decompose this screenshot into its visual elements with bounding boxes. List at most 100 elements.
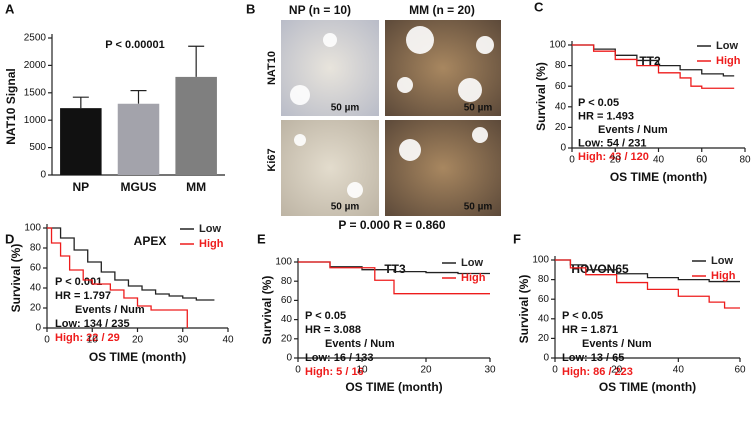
x-tick-label: 20 [420, 365, 432, 376]
x-axis-label: OS TIME (month) [599, 380, 696, 394]
x-tick-label: 0 [569, 155, 575, 166]
y-tick-label: 20 [538, 333, 550, 344]
y-tick-label: 0 [543, 353, 549, 364]
survival-curve [555, 259, 740, 309]
x-axis-label: OS TIME (month) [89, 350, 186, 364]
annotation: Events / Num [598, 124, 668, 136]
y-tick-label: 1500 [24, 87, 47, 98]
y-tick-label: 60 [30, 263, 42, 274]
annotation: P < 0.001 [55, 276, 102, 288]
y-tick-label: 0 [40, 170, 46, 181]
annotation: Events / Num [75, 304, 145, 316]
x-tick-label: 30 [177, 335, 189, 346]
annotation: Low: 134 / 235 [55, 318, 130, 330]
survival-curve [298, 261, 490, 295]
y-axis-label: Survival (%) [9, 244, 23, 313]
x-tick-label: 80 [739, 155, 751, 166]
bar [60, 108, 102, 175]
annotation: Events / Num [582, 338, 652, 350]
annotation: HR = 1.493 [578, 110, 634, 122]
y-tick-label: 100 [24, 223, 41, 234]
annotation: Low: 54 / 231 [578, 137, 646, 149]
annotation: High: 86 / 223 [562, 366, 633, 378]
column-header: NP (n = 10) [289, 3, 351, 17]
legend-label: Low [711, 255, 733, 267]
annotation: High: 5 / 16 [305, 366, 364, 378]
y-tick-label: 20 [281, 333, 293, 344]
y-tick-label: 100 [549, 40, 566, 51]
y-tick-label: 100 [275, 257, 292, 268]
y-tick-label: 60 [555, 81, 567, 92]
survival-curve [555, 259, 740, 283]
scale-bar-label: 50 µm [464, 202, 493, 213]
y-tick-label: 80 [538, 274, 550, 285]
annotation: P < 0.05 [562, 310, 603, 322]
y-axis-label: Survival (%) [517, 275, 531, 344]
survival-curve [47, 227, 215, 301]
x-tick-label: 30 [484, 365, 496, 376]
x-tick-label: 0 [295, 365, 301, 376]
legend-label: Low [199, 223, 221, 235]
y-tick-label: 2000 [24, 60, 47, 71]
panel-label: D [5, 231, 14, 246]
annotation: HR = 3.088 [305, 324, 361, 336]
bar [117, 103, 160, 175]
micrograph [385, 20, 501, 116]
y-tick-label: 60 [538, 294, 550, 305]
x-axis-label: OS TIME (month) [610, 170, 707, 184]
y-tick-label: 40 [30, 283, 42, 294]
y-tick-label: 80 [281, 276, 293, 287]
y-tick-label: 100 [532, 255, 549, 266]
y-tick-label: 2500 [24, 33, 47, 44]
annotation: High: 43 / 120 [578, 151, 649, 163]
scale-bar-label: 50 µm [331, 103, 360, 114]
annotation: HR = 1.797 [55, 290, 111, 302]
annotation: Low: 13 / 65 [562, 352, 624, 364]
y-tick-label: 80 [30, 243, 42, 254]
x-tick-label: 40 [653, 155, 665, 166]
panel-label: A [5, 1, 15, 16]
x-tick-label: 40 [673, 365, 685, 376]
y-axis-label: Survival (%) [260, 276, 274, 345]
legend-label: High [711, 270, 736, 282]
annotation: HR = 1.871 [562, 324, 618, 336]
panel-label: B [246, 1, 255, 16]
legend-label: High [199, 238, 224, 250]
row-label: Ki67 [266, 148, 278, 171]
x-tick-label: 60 [734, 365, 746, 376]
y-tick-label: 0 [286, 353, 292, 364]
annotation: Events / Num [325, 338, 395, 350]
survival-curve [47, 227, 188, 328]
annotation: Low: 16 / 133 [305, 352, 373, 364]
bar [175, 76, 217, 175]
x-tick-label: NP [72, 180, 89, 194]
panel-b: B NP (n = 10) MM (n = 20) NAT10 Ki67 50 … [246, 1, 501, 232]
panel-label: E [257, 231, 266, 246]
legend-label: High [461, 272, 486, 284]
y-tick-label: 80 [555, 60, 567, 71]
annotation: High: 22 / 29 [55, 332, 120, 344]
x-tick-label: 10 [87, 335, 99, 346]
x-axis-label: OS TIME (month) [345, 380, 442, 394]
x-tick-label: 0 [44, 335, 50, 346]
x-tick-label: 20 [132, 335, 144, 346]
scale-bar-label: 50 µm [464, 103, 493, 114]
legend-label: Low [461, 257, 483, 269]
y-tick-label: 40 [555, 101, 567, 112]
panel-label: C [534, 0, 544, 14]
y-axis-label: NAT10 Signal [4, 68, 18, 144]
y-tick-label: 500 [29, 142, 46, 153]
x-tick-label: 40 [222, 335, 234, 346]
y-tick-label: 0 [560, 143, 566, 154]
x-tick-label: 20 [610, 155, 622, 166]
annotation: P < 0.05 [305, 310, 346, 322]
y-tick-label: 20 [555, 122, 567, 133]
legend-label: Low [716, 40, 738, 52]
y-tick-label: 40 [281, 314, 293, 325]
y-tick-label: 60 [281, 295, 293, 306]
y-tick-label: 20 [30, 303, 42, 314]
x-tick-label: MGUS [121, 180, 157, 194]
y-tick-label: 1000 [24, 115, 47, 126]
row-label: NAT10 [266, 51, 278, 85]
